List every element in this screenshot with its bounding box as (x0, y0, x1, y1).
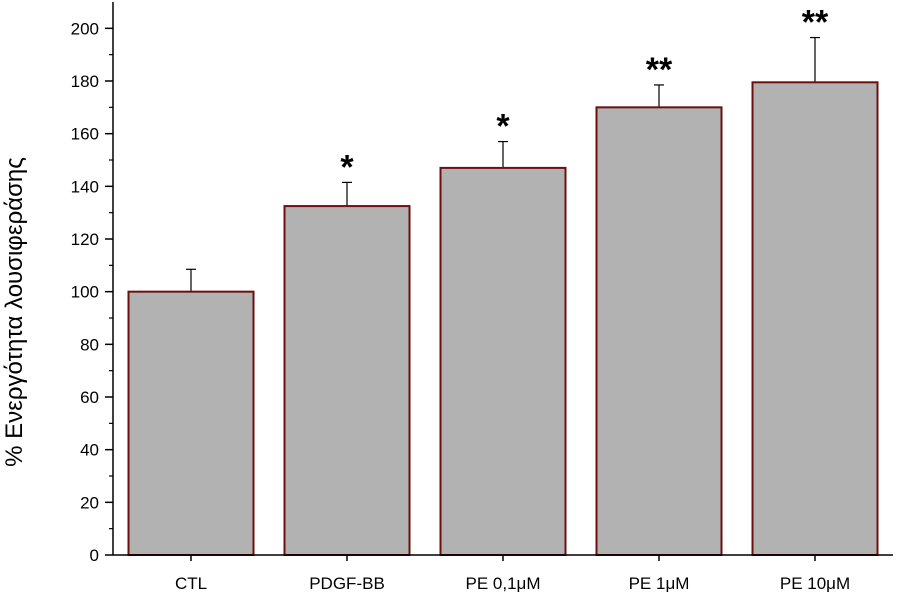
y-tick-label: 140 (71, 177, 99, 196)
x-tick-label: PE 1μM (629, 574, 690, 593)
y-tick-label: 0 (90, 546, 99, 565)
y-tick-label: 200 (71, 19, 99, 38)
significance-marker: ** (646, 51, 673, 89)
y-axis-title: % Ενεργότητα λουσιφεράσης (1, 157, 28, 467)
y-tick-label: 180 (71, 72, 99, 91)
y-tick-label: 80 (80, 335, 99, 354)
bar (595, 106, 723, 556)
plot-area: CTL * PDGF-BB * PE 0,1μM ** PE 1μM ** PE 10μM 0 20… (71, 2, 893, 593)
y-axis-title-group: % Ενεργότητα λουσιφεράσης (1, 157, 28, 467)
y-tick-label: 120 (71, 230, 99, 249)
y-tick-label: 20 (80, 493, 99, 512)
x-tick-label: PE 10μM (780, 574, 850, 593)
bar (439, 166, 567, 556)
bar (127, 290, 255, 556)
bar (751, 81, 879, 556)
x-tick-label: PE 0,1μM (466, 574, 541, 593)
significance-marker: * (496, 108, 510, 146)
y-tick-label: 40 (80, 441, 99, 460)
significance-marker: * (340, 148, 354, 186)
y-tick-label: 100 (71, 283, 99, 302)
y-tick-label: 60 (80, 388, 99, 407)
y-tick-label: 160 (71, 125, 99, 144)
x-tick-label: PDGF-BB (309, 574, 385, 593)
significance-marker: ** (802, 4, 829, 42)
x-tick-label: CTL (175, 574, 207, 593)
bar (283, 205, 411, 556)
